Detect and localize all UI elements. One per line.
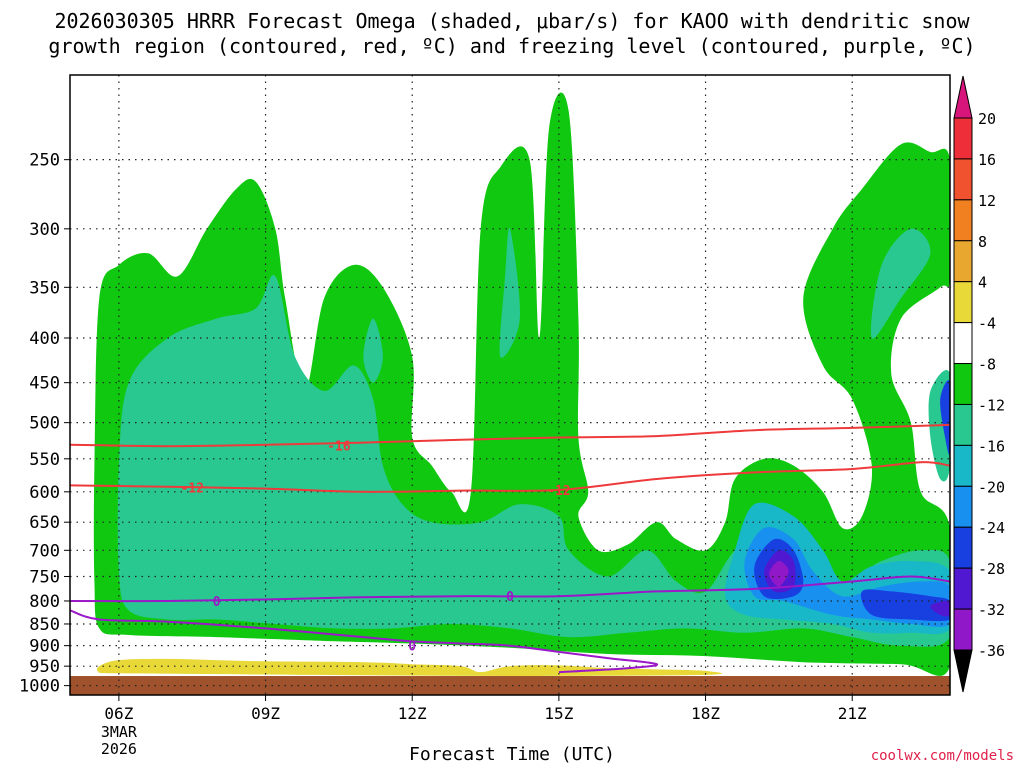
y-tick-label: 650: [29, 513, 60, 533]
omega-region-1-3: [363, 318, 383, 383]
y-tick-label: 250: [29, 151, 60, 171]
x-tick-label: 06Z: [104, 704, 133, 723]
colorbar-label: 12: [978, 192, 996, 210]
omega-region-4-1: [860, 589, 950, 622]
colorbar-swatch: [953, 117, 973, 160]
plot-border: [69, 74, 951, 696]
colorbar-swatch: [953, 567, 973, 610]
x-date-label: 2026: [101, 740, 137, 758]
colorbar-label: 4: [978, 274, 987, 292]
colorbar-swatch: [953, 526, 973, 569]
temperature-contour-0: [70, 423, 950, 448]
colorbar-swatch: [953, 199, 973, 242]
y-tick-label: 1000: [19, 677, 60, 697]
y-tick-label: 950: [29, 657, 60, 677]
colorbar-swatch: [953, 444, 973, 487]
y-tick-label: 350: [29, 278, 60, 298]
ground-surface: [70, 676, 950, 695]
y-tick-label: 750: [29, 567, 60, 587]
temperature-contour-label: -12: [180, 481, 203, 496]
colorbar-swatch: [953, 240, 973, 283]
y-tick-label: 700: [29, 541, 60, 561]
y-tick-label: 900: [29, 637, 60, 657]
x-tick-label: 18Z: [691, 704, 720, 723]
colorbar-swatch: [953, 608, 973, 651]
colorbar-label: -20: [978, 478, 1005, 496]
freezing-level-contour-label: 0: [408, 640, 416, 655]
freezing-level-contour-label: 0: [506, 590, 514, 605]
x-axis-title: Forecast Time (UTC): [409, 744, 615, 765]
freezing-level-contour-0: [70, 575, 950, 603]
colorbar-label: -36: [978, 642, 1005, 660]
colorbar-label: 20: [978, 110, 996, 128]
colorbar-top-arrow: [953, 75, 973, 119]
credit-link[interactable]: coolwx.com/models: [870, 748, 1014, 764]
x-tick-label: 09Z: [251, 704, 280, 723]
colorbar-label: -4: [978, 315, 996, 333]
colorbar-label: -24: [978, 519, 1005, 537]
chart-title-line-2: growth region (contoured, red, ºC) and f…: [48, 34, 976, 58]
x-tick-label: 12Z: [398, 704, 427, 723]
plot-frame: [69, 74, 951, 696]
colorbar-swatch: [953, 281, 973, 324]
y-axis: 2503003504004505005506006507007508008509…: [19, 151, 70, 697]
colorbar-label: -28: [978, 560, 1005, 578]
colorbar-swatch: [953, 363, 973, 405]
y-tick-label: 550: [29, 450, 60, 470]
colorbar-swatch: [953, 322, 973, 365]
temperature-contour-1: [70, 461, 950, 493]
colorbar-label: -12: [978, 396, 1005, 414]
colorbar-label: -16: [978, 437, 1005, 455]
y-tick-label: 850: [29, 615, 60, 635]
contour-lines: -16 -12 -12 0 0 0: [70, 423, 950, 674]
omega-region-1-2: [499, 227, 520, 358]
y-tick-label: 600: [29, 483, 60, 503]
y-tick-label: 500: [29, 414, 60, 434]
omega-region-4-2: [940, 380, 950, 455]
chart-title-line-1: 2026030305 HRRR Forecast Omega (shaded, …: [54, 9, 970, 33]
colorbar-swatch: [953, 485, 973, 528]
colorbar-label: 8: [978, 233, 987, 251]
freezing-level-contour-2: [70, 609, 659, 674]
colorbar-swatch: [953, 158, 973, 201]
omega-shading: [70, 92, 950, 695]
omega-region-5-1: [930, 600, 950, 617]
temperature-contour-label: -12: [547, 484, 570, 499]
y-tick-label: 400: [29, 329, 60, 349]
y-tick-label: 300: [29, 220, 60, 240]
y-tick-label: 800: [29, 592, 60, 612]
colorbar: 20 16 12 8 4 -4 -8 -12 -16 -20 -24 -28 -32 -36: [953, 75, 1005, 693]
colorbar-bottom-arrow: [953, 649, 973, 693]
x-date-label: 3MAR: [101, 723, 138, 741]
colorbar-swatch: [953, 403, 973, 446]
y-tick-label: 450: [29, 374, 60, 394]
colorbar-label: -8: [978, 356, 996, 374]
colorbar-label: 16: [978, 151, 996, 169]
omega-region-6-0: [769, 560, 789, 587]
temperature-contour-label: -16: [327, 439, 351, 454]
x-tick-label: 15Z: [544, 704, 573, 723]
freezing-level-contour-label: 0: [213, 595, 221, 610]
colorbar-label: -32: [978, 601, 1005, 619]
omega-region-1-1: [870, 228, 931, 339]
x-tick-label: 21Z: [838, 704, 867, 723]
